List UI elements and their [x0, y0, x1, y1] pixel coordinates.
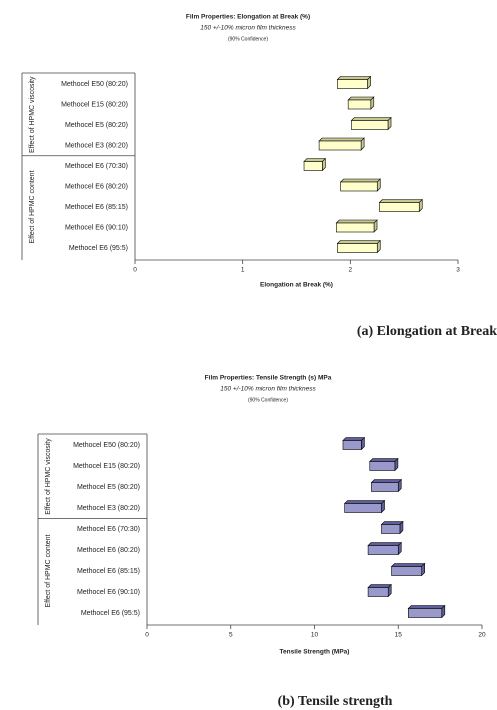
- x-tick-label: 15: [395, 632, 403, 639]
- chart-subtitle: 150 +/-10% micron film thickness: [200, 25, 296, 32]
- group-label: Effect of HPMC viscosity: [29, 76, 36, 153]
- bar: [318, 140, 362, 151]
- bar: [367, 545, 399, 555]
- category-label: Methocel E6 (95:5): [81, 610, 140, 617]
- bar: [381, 524, 401, 534]
- group-label: Effect of HPMC viscosity: [45, 438, 52, 515]
- chart-note: (90% Confidence): [228, 36, 268, 42]
- caption: (a) Elongation at Break: [357, 324, 497, 339]
- x-axis-label: Elongation at Break (%): [260, 282, 333, 289]
- x-tick-label: 5: [229, 632, 233, 639]
- category-label: Methocel E6 (70:30): [65, 163, 128, 170]
- bar: [391, 566, 422, 576]
- category-label: Methocel E6 (85:15): [77, 568, 140, 575]
- bar: [379, 202, 420, 212]
- bar: [344, 503, 382, 513]
- x-tick-label: 0: [145, 632, 149, 639]
- category-label: Methocel E6 (95:5): [69, 245, 128, 252]
- bar: [371, 482, 399, 492]
- chart-title: Film Properties: Tensile Strength (s) MP…: [205, 375, 332, 382]
- group-label: Effect of HPMC content: [45, 534, 52, 607]
- category-label: Methocel E5 (80:20): [77, 484, 140, 491]
- caption: (b) Tensile strength: [278, 694, 393, 709]
- bar: [342, 440, 362, 450]
- category-label: Methocel E50 (80:20): [73, 442, 140, 449]
- x-tick-label: 20: [478, 632, 486, 639]
- x-axis-label: Tensile Strength (MPa): [280, 649, 350, 656]
- category-label: Methocel E3 (80:20): [65, 142, 128, 149]
- x-tick-label: 2: [349, 267, 353, 274]
- bar: [336, 222, 375, 233]
- bar: [367, 587, 389, 597]
- bar: [303, 161, 323, 171]
- chart-subtitle: 150 +/-10% micron film thickness: [220, 386, 316, 393]
- category-label: Methocel E5 (80:20): [65, 122, 128, 129]
- bar: [347, 99, 372, 110]
- bar: [340, 181, 378, 192]
- bar: [369, 461, 396, 471]
- category-label: Methocel E15 (80:20): [73, 463, 140, 470]
- x-tick-label: 10: [311, 632, 319, 639]
- bar: [337, 243, 378, 253]
- category-label: Methocel E6 (90:10): [77, 589, 140, 596]
- chart-title: Film Properties: Elongation at Break (%): [186, 14, 310, 21]
- bar: [407, 608, 443, 618]
- x-tick-label: 1: [241, 267, 245, 274]
- category-label: Methocel E6 (80:20): [65, 183, 128, 190]
- x-tick-label: 3: [456, 267, 460, 274]
- category-label: Methocel E6 (70:30): [77, 526, 140, 533]
- bar: [351, 120, 389, 130]
- category-label: Methocel E3 (80:20): [77, 505, 140, 512]
- category-label: Methocel E15 (80:20): [61, 101, 128, 108]
- category-label: Methocel E6 (80:20): [77, 547, 140, 554]
- x-tick-label: 0: [133, 267, 137, 274]
- category-label: Methocel E6 (90:10): [65, 224, 128, 231]
- bar: [337, 79, 368, 89]
- category-label: Methocel E50 (80:20): [61, 81, 128, 88]
- group-label: Effect of HPMC content: [29, 170, 36, 243]
- chart-note: (90% Confidence): [248, 397, 288, 403]
- category-label: Methocel E6 (85:15): [65, 204, 128, 211]
